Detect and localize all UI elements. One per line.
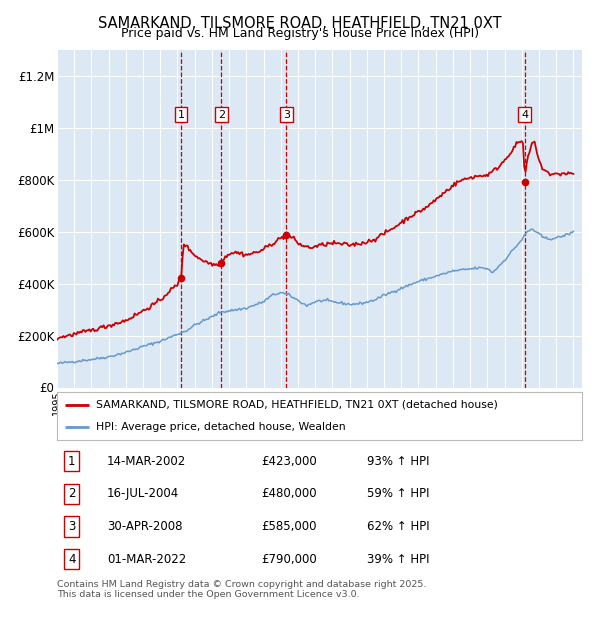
Text: 93% ↑ HPI: 93% ↑ HPI <box>367 455 429 468</box>
Text: SAMARKAND, TILSMORE ROAD, HEATHFIELD, TN21 0XT: SAMARKAND, TILSMORE ROAD, HEATHFIELD, TN… <box>98 16 502 30</box>
Text: 39% ↑ HPI: 39% ↑ HPI <box>367 552 429 565</box>
Text: SAMARKAND, TILSMORE ROAD, HEATHFIELD, TN21 0XT (detached house): SAMARKAND, TILSMORE ROAD, HEATHFIELD, TN… <box>97 400 498 410</box>
Text: £585,000: £585,000 <box>262 520 317 533</box>
Text: 4: 4 <box>68 552 76 565</box>
Text: 3: 3 <box>283 110 290 120</box>
Text: 62% ↑ HPI: 62% ↑ HPI <box>367 520 430 533</box>
Text: 16-JUL-2004: 16-JUL-2004 <box>107 487 179 500</box>
Text: 2: 2 <box>218 110 225 120</box>
Text: 30-APR-2008: 30-APR-2008 <box>107 520 182 533</box>
Text: £423,000: £423,000 <box>262 455 317 468</box>
Text: 1: 1 <box>178 110 185 120</box>
Text: This data is licensed under the Open Government Licence v3.0.: This data is licensed under the Open Gov… <box>57 590 359 600</box>
Text: £480,000: £480,000 <box>262 487 317 500</box>
Text: Price paid vs. HM Land Registry's House Price Index (HPI): Price paid vs. HM Land Registry's House … <box>121 27 479 40</box>
Text: 4: 4 <box>521 110 528 120</box>
Text: 1: 1 <box>68 455 76 468</box>
Text: Contains HM Land Registry data © Crown copyright and database right 2025.: Contains HM Land Registry data © Crown c… <box>57 580 427 589</box>
Text: 01-MAR-2022: 01-MAR-2022 <box>107 552 186 565</box>
Text: 59% ↑ HPI: 59% ↑ HPI <box>367 487 429 500</box>
Text: HPI: Average price, detached house, Wealden: HPI: Average price, detached house, Weal… <box>97 422 346 432</box>
Text: 14-MAR-2002: 14-MAR-2002 <box>107 455 186 468</box>
Text: 2: 2 <box>68 487 76 500</box>
Text: 3: 3 <box>68 520 76 533</box>
Text: £790,000: £790,000 <box>262 552 317 565</box>
